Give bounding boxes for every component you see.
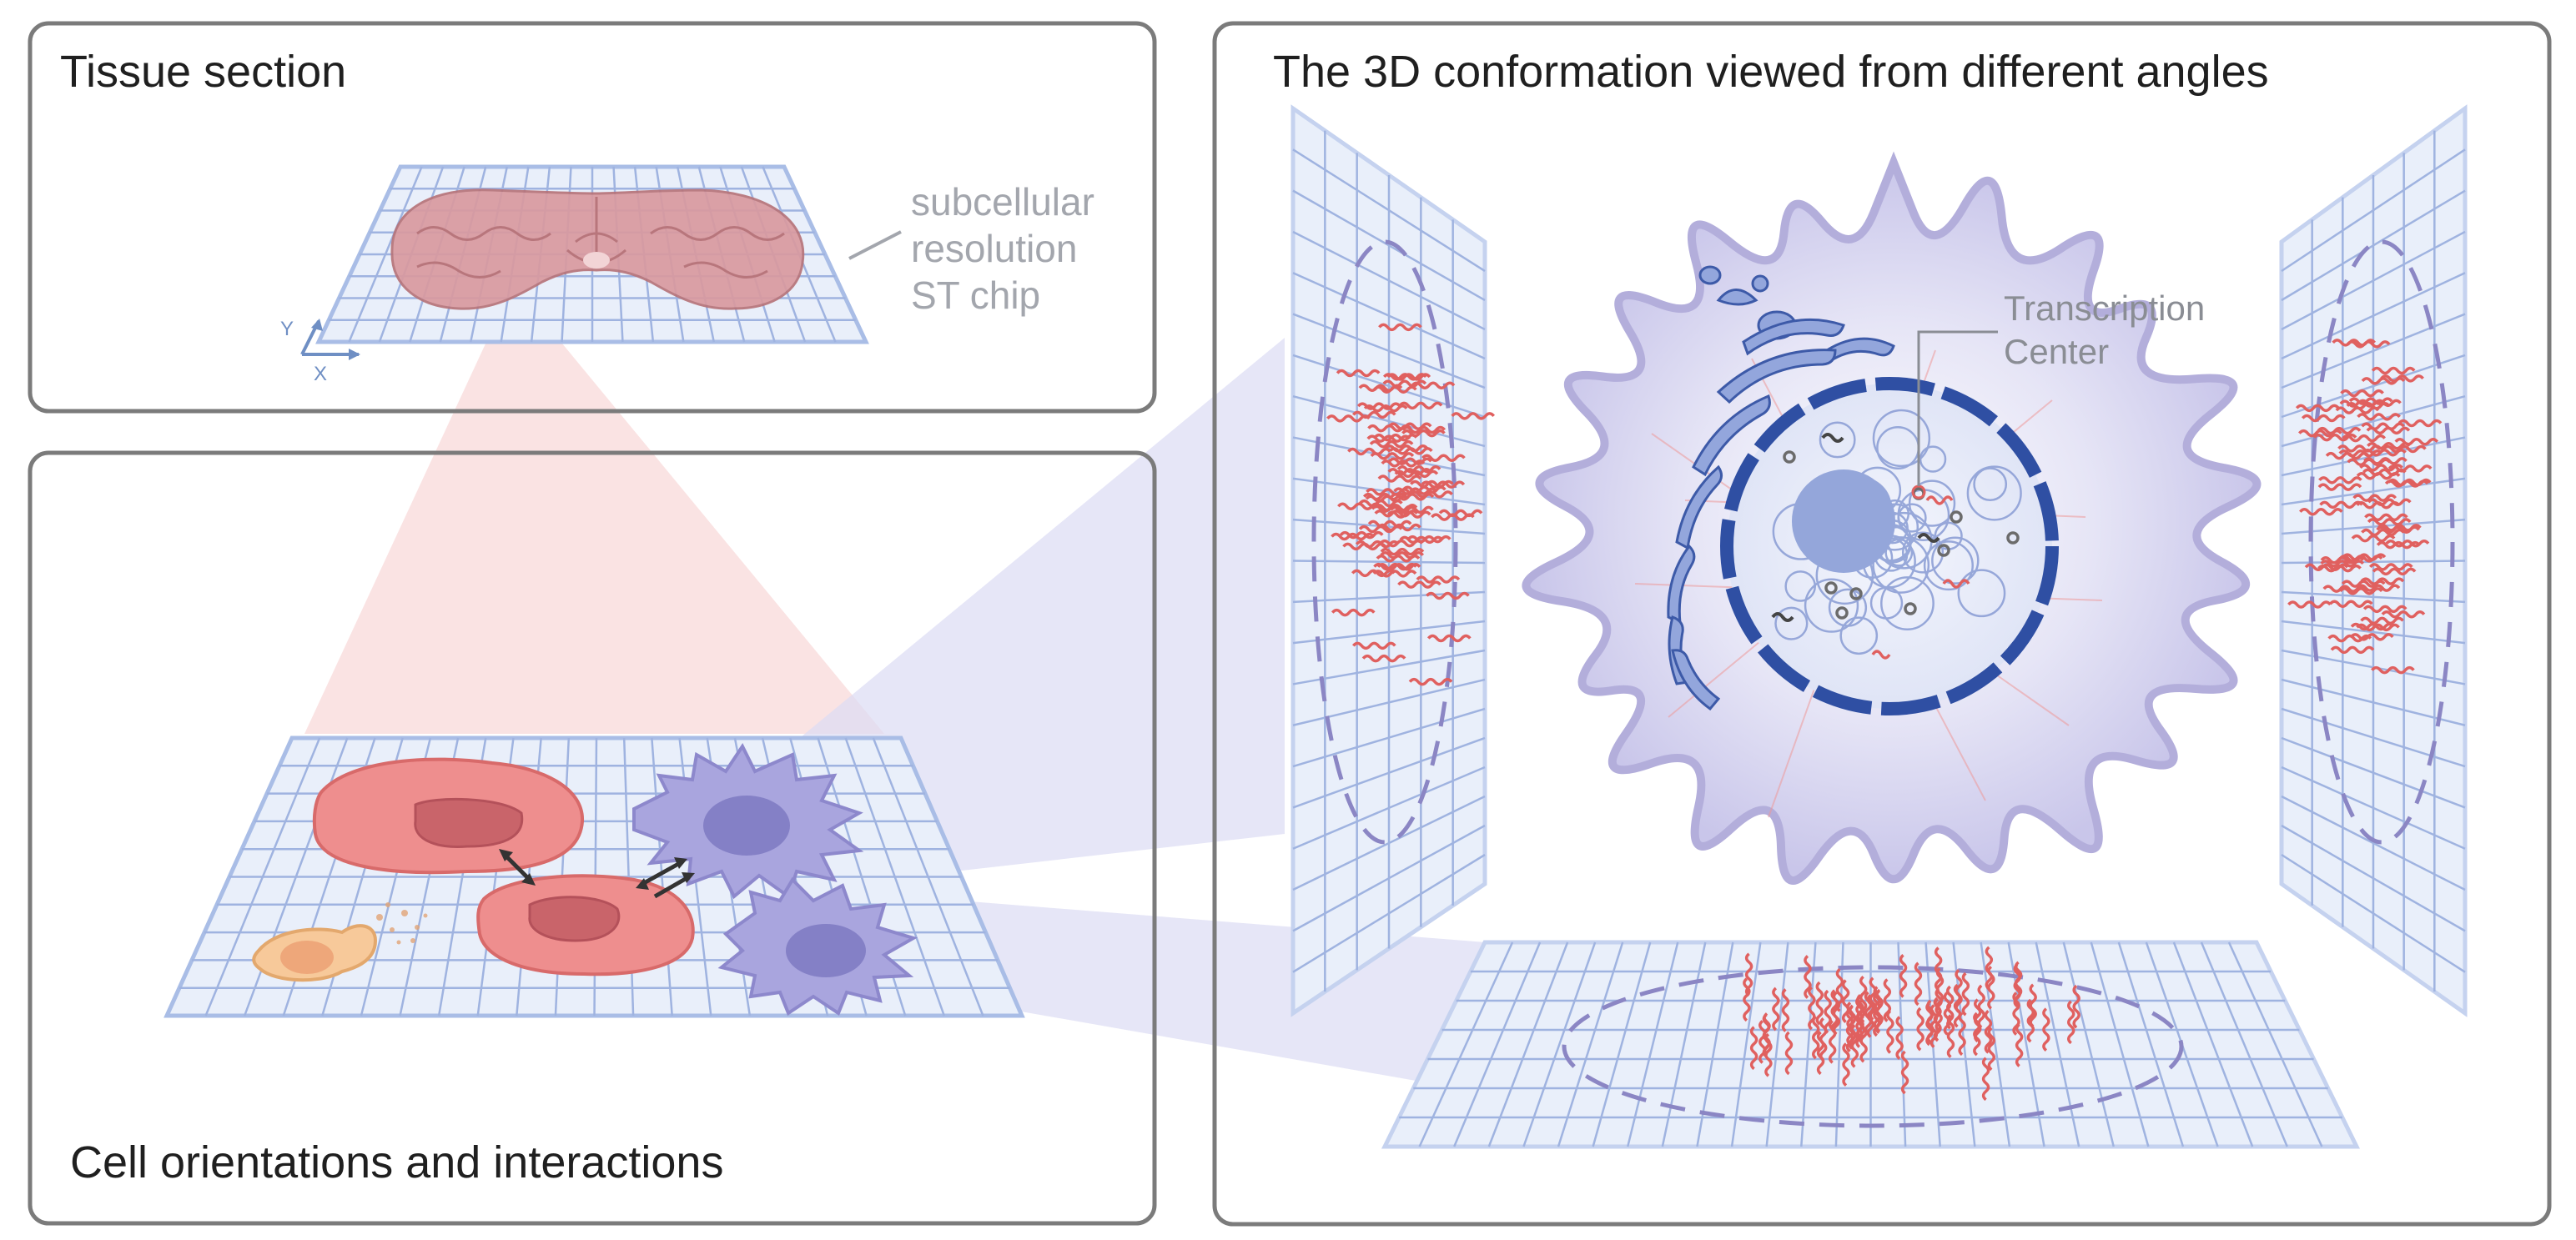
chip-label-leader — [848, 230, 902, 260]
interaction-arrows — [499, 849, 695, 899]
endoplasmic-reticulum — [1667, 265, 1895, 711]
chip-label-line1: subcellular — [911, 180, 1094, 223]
left-side-chip — [1291, 104, 1496, 1017]
y-axis-label: Y — [280, 318, 294, 340]
bottom-chip — [1381, 940, 2361, 1149]
chip-label-line2: resolution — [911, 227, 1077, 270]
cells-panel — [28, 450, 1157, 1226]
nucleolus — [1792, 469, 1895, 573]
right-side-chip — [2279, 104, 2468, 1017]
transcription-center-leader — [1917, 330, 1998, 486]
conformation-panel-title: The 3D conformation viewed from differen… — [1273, 47, 2269, 97]
transcription-center-label-line1: Transcription — [2004, 289, 2205, 328]
conformation-panel — [1212, 21, 2552, 1227]
purple-cell-lower — [717, 876, 918, 1017]
x-axis-label: X — [314, 363, 327, 385]
brain-tissue-section — [390, 188, 805, 310]
xy-axis-indicator: Y X — [280, 318, 360, 385]
tissue-panel-title: Tissue section — [60, 47, 346, 97]
purple-cell-upper — [632, 743, 864, 900]
transcription-center-label-line2: Center — [2004, 332, 2109, 371]
tissue-panel — [28, 21, 1157, 414]
chip-label-line3: ST chip — [911, 274, 1040, 317]
nucleus — [1720, 377, 2059, 715]
cells-panel-title: Cell orientations and interactions — [70, 1137, 723, 1187]
red-cell-small — [476, 874, 695, 976]
orange-secreting-cell — [252, 902, 428, 982]
pink-projection-beam — [304, 329, 884, 734]
red-cell-large — [312, 757, 585, 875]
